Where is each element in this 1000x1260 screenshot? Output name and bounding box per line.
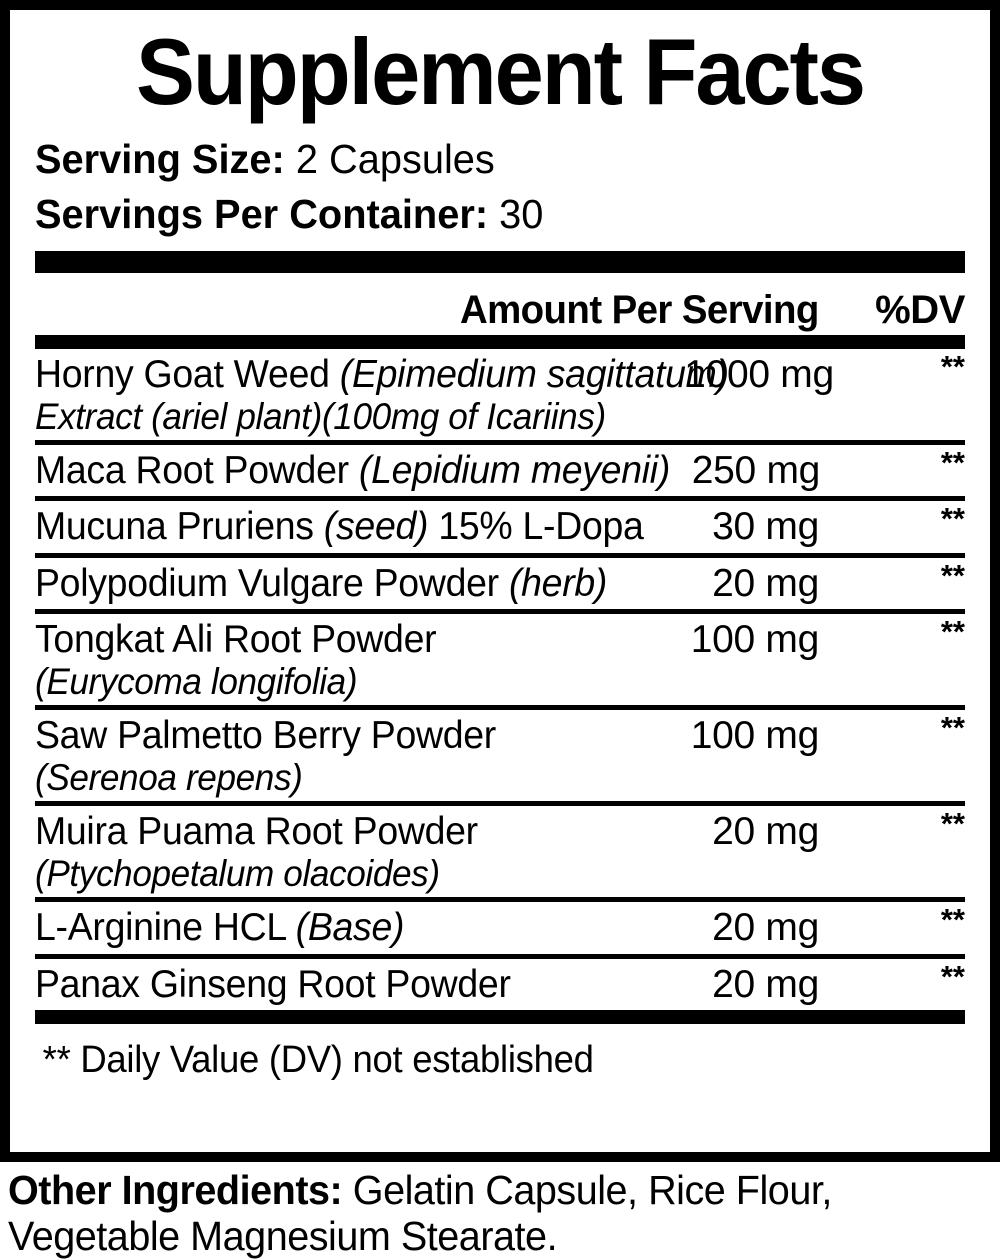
other-ingredients: Other Ingredients: Gelatin Capsule, Rice… (8, 1167, 958, 1260)
ingredient-subtext: (Serenoa repens) (35, 756, 303, 798)
ingredient-amount: 30 mg (712, 505, 819, 549)
table-row: L-Arginine HCL (Base) 20 mg ** (35, 902, 965, 953)
table-row-main: Muira Puama Root Powder 20 mg ** (35, 806, 965, 854)
column-header-amount: Amount Per Serving (460, 288, 819, 333)
divider-thin (35, 496, 965, 502)
ingredient-amount: 250 mg (691, 449, 821, 493)
ingredient-subtext: (Ptychopetalum olacoides) (35, 852, 440, 894)
divider-thin (35, 440, 965, 446)
divider-thin (35, 552, 965, 558)
ingredient-amount: 100 mg (690, 714, 820, 758)
table-row: Horny Goat Weed (Epimedium sagittatum) 10… (35, 349, 965, 440)
ingredient-name: Panax Ginseng Root Powder (35, 962, 511, 1006)
divider-thin (35, 953, 965, 959)
serving-size-label: Serving Size: (35, 136, 285, 183)
ingredient-name: Muira Puama Root Powder (35, 810, 478, 854)
ingredient-name: Maca Root Powder (Lepidium meyenii) (35, 449, 671, 493)
table-row-main: Mucuna Pruriens (seed) 15% L-Dopa 30 mg ** (35, 501, 965, 549)
ingredient-daily-value: ** (940, 806, 965, 842)
servings-per-container-line: Servings Per Container: 30 (35, 187, 937, 242)
serving-size-value: 2 Capsules (295, 136, 495, 183)
divider-thin (35, 705, 965, 711)
ingredient-daily-value: ** (940, 710, 965, 746)
divider-thin (35, 801, 965, 807)
divider-thin (35, 897, 965, 903)
ingredient-name: Tongkat Ali Root Powder (35, 618, 437, 662)
divider-thick-top (35, 251, 965, 274)
ingredient-name: Polypodium Vulgare Powder (herb) (35, 561, 608, 605)
table-row: Muira Puama Root Powder 20 mg ** (Ptychopet… (35, 806, 965, 897)
ingredient-daily-value: ** (940, 445, 965, 481)
table-row-main: Polypodium Vulgare Powder (herb) 20 mg ** (35, 557, 965, 606)
ingredient-daily-value: ** (940, 349, 965, 385)
serving-info: Serving Size: 2 Capsules Servings Per Co… (35, 132, 965, 241)
table-row: Mucuna Pruriens (seed) 15% L-Dopa 30 mg ** (35, 501, 965, 552)
ingredient-name: L-Arginine HCL (Base) (35, 906, 405, 950)
divider-thin (35, 609, 965, 615)
table-row: Saw Palmetto Berry Powder 100 mg ** (Sereno… (35, 710, 965, 801)
servings-per-container-label: Servings Per Container: (35, 190, 489, 237)
divider-bar-footnote (35, 1009, 965, 1024)
page-title: Supplement Facts (136, 19, 866, 124)
ingredient-daily-value: ** (940, 557, 965, 593)
table-row-main: L-Arginine HCL (Base) 20 mg ** (35, 902, 965, 950)
table-row: Polypodium Vulgare Powder (herb) 20 mg ** (35, 558, 965, 609)
column-header-daily-value: %DV (875, 288, 965, 333)
table-row-main: Horny Goat Weed (Epimedium sagittatum) 10… (35, 349, 965, 397)
ingredient-name: Horny Goat Weed (Epimedium sagittatum) (35, 353, 729, 397)
other-ingredients-value: Gelatin Capsule, Rice Flour, Vegetable M… (8, 1167, 832, 1259)
other-ingredients-label: Other Ingredients: (8, 1167, 343, 1213)
supplement-facts-panel: Supplement Facts Serving Size: 2 Capsule… (0, 0, 1000, 1162)
ingredient-subtext: (Eurycoma longifolia) (35, 660, 358, 702)
ingredient-table: Horny Goat Weed (Epimedium sagittatum) 10… (35, 349, 965, 1010)
ingredient-daily-value: ** (940, 902, 965, 938)
table-row-main: Saw Palmetto Berry Powder 100 mg ** (35, 710, 965, 758)
servings-per-container-value: 30 (499, 190, 544, 237)
ingredient-amount: 20 mg (712, 810, 819, 854)
daily-value-footnote: ** Daily Value (DV) not established (42, 1038, 594, 1081)
ingredient-subtext: Extract (ariel plant)(100mg of Icariins) (35, 395, 606, 437)
ingredient-amount: 100 mg (690, 618, 820, 662)
ingredient-amount: 1000 mg (684, 353, 834, 397)
serving-size-line: Serving Size: 2 Capsules (35, 132, 937, 187)
table-row: Tongkat Ali Root Powder 100 mg ** (Eurycoma… (35, 614, 965, 705)
ingredient-daily-value: ** (940, 958, 965, 994)
divider-bar-header (35, 335, 965, 350)
table-row-main: Maca Root Powder (Lepidium meyenii) 250 m… (35, 445, 965, 493)
table-row: Panax Ginseng Root Powder 20 mg ** (35, 959, 965, 1010)
column-header-row: Amount Per Serving %DV (35, 273, 965, 335)
ingredient-name: Mucuna Pruriens (seed) 15% L-Dopa (35, 505, 644, 549)
table-row-main: Tongkat Ali Root Powder 100 mg ** (35, 614, 965, 662)
ingredient-amount: 20 mg (712, 962, 819, 1006)
table-row: Maca Root Powder (Lepidium meyenii) 250 m… (35, 445, 965, 496)
ingredient-amount: 20 mg (712, 561, 819, 605)
spacer (35, 241, 965, 251)
ingredient-amount: 20 mg (712, 906, 819, 950)
ingredient-name: Saw Palmetto Berry Powder (35, 714, 496, 758)
table-row-main: Panax Ginseng Root Powder 20 mg ** (35, 958, 965, 1007)
ingredient-daily-value: ** (940, 501, 965, 537)
ingredient-daily-value: ** (940, 614, 965, 650)
